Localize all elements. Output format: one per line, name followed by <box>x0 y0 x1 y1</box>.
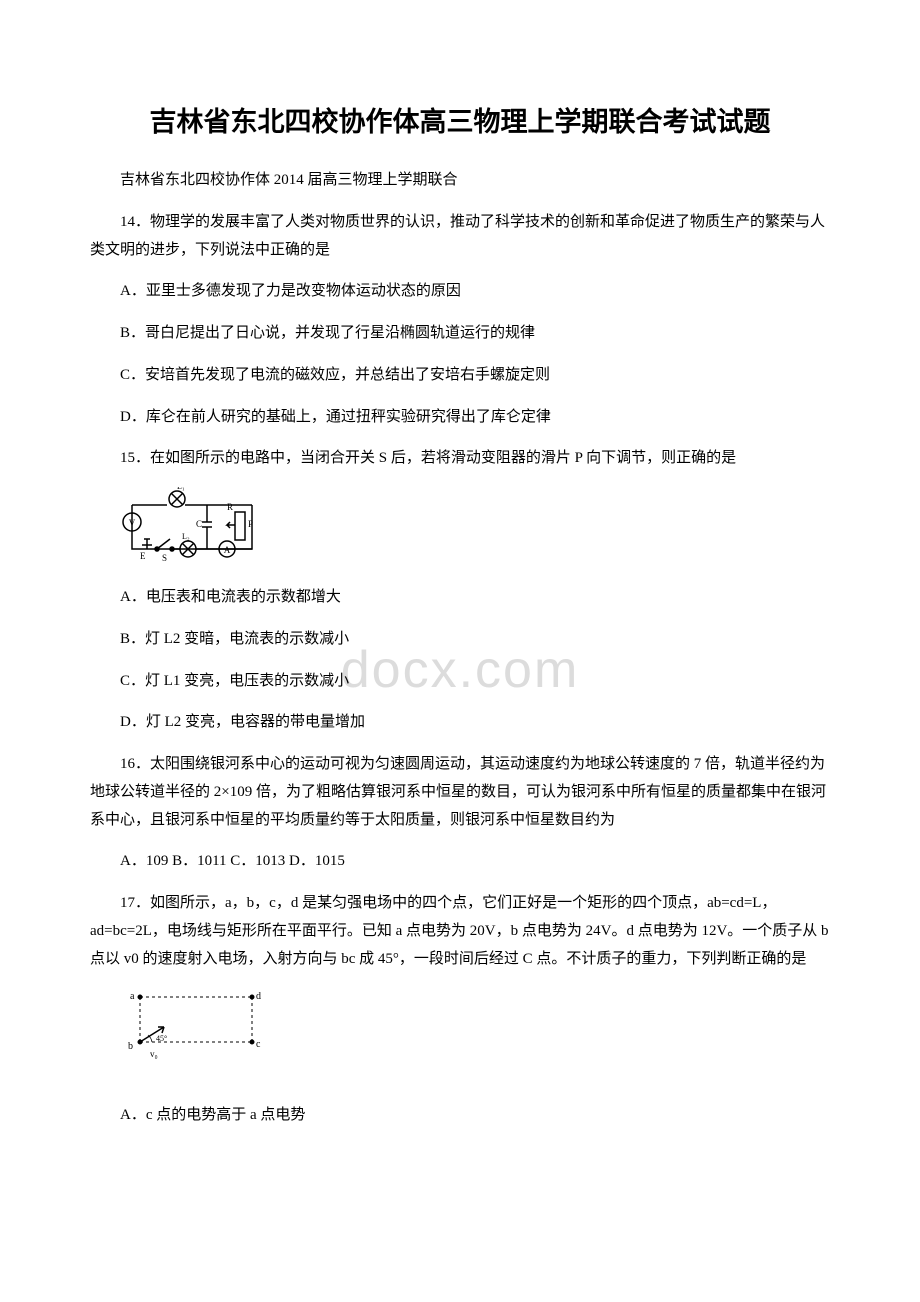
q15-stem: 15．在如图所示的电路中，当闭合开关 S 后，若将滑动变阻器的滑片 P 向下调节… <box>90 445 830 473</box>
voltmeter-label: V <box>129 518 136 528</box>
switch-label: S <box>162 553 167 563</box>
corner-d-label: d <box>256 991 261 1002</box>
capacitor-label: C <box>196 519 202 529</box>
l2-label: L₂ <box>182 532 190 541</box>
battery-label: E <box>140 551 146 561</box>
document-content: 吉林省东北四校协作体高三物理上学期联合考试试题 吉林省东北四校协作体 2014 … <box>90 100 830 1130</box>
angle-label: 45° <box>156 1034 167 1043</box>
q14-option-d: D．库仑在前人研究的基础上，通过扭秤实验研究得出了库仑定律 <box>90 404 830 432</box>
q14-option-b: B．哥白尼提出了日心说，并发现了行星沿椭圆轨道运行的规律 <box>90 320 830 348</box>
corner-b-label: b <box>128 1041 133 1052</box>
q15-option-b: B．灯 L2 变暗，电流表的示数减小 <box>90 626 830 654</box>
q16-options: A．109 B．1011 C．1013 D．1015 <box>90 848 830 876</box>
v0-label: v₀ <box>150 1049 158 1059</box>
subtitle: 吉林省东北四校协作体 2014 届高三物理上学期联合 <box>90 167 830 195</box>
corner-c-label: c <box>256 1039 261 1050</box>
q17-option-a: A．c 点的电势高于 a 点电势 <box>90 1102 830 1130</box>
q14-option-a: A．亚里士多德发现了力是改变物体运动状态的原因 <box>90 278 830 306</box>
q16-stem: 16．太阳围绕银河系中心的运动可视为匀速圆周运动，其运动速度约为地球公转速度的 … <box>90 751 830 834</box>
q14-option-c: C．安培首先发现了电流的磁效应，并总结出了安培右手螺旋定则 <box>90 362 830 390</box>
resistor-label: R <box>227 502 233 512</box>
q15-option-c: C．灯 L1 变亮，电压表的示数减小 <box>90 668 830 696</box>
q14-stem: 14．物理学的发展丰富了人类对物质世界的认识，推动了科学技术的创新和革命促进了物… <box>90 209 830 265</box>
page-title: 吉林省东北四校协作体高三物理上学期联合考试试题 <box>90 100 830 139</box>
circuit-diagram: V E S L₂ C R <box>122 487 830 570</box>
ammeter-label: A <box>224 545 231 555</box>
q15-option-d: D．灯 L2 变亮，电容器的带电量增加 <box>90 709 830 737</box>
slider-label: P <box>248 519 253 529</box>
corner-a-label: a <box>130 991 135 1002</box>
q17-stem: 17．如图所示，a，b，c，d 是某匀强电场中的四个点，它们正好是一个矩形的四个… <box>90 890 830 973</box>
l1-label: L₁ <box>177 487 185 491</box>
q15-option-a: A．电压表和电流表的示数都增大 <box>90 584 830 612</box>
rectangle-diagram: a d b c v₀ 45° <box>122 987 830 1072</box>
